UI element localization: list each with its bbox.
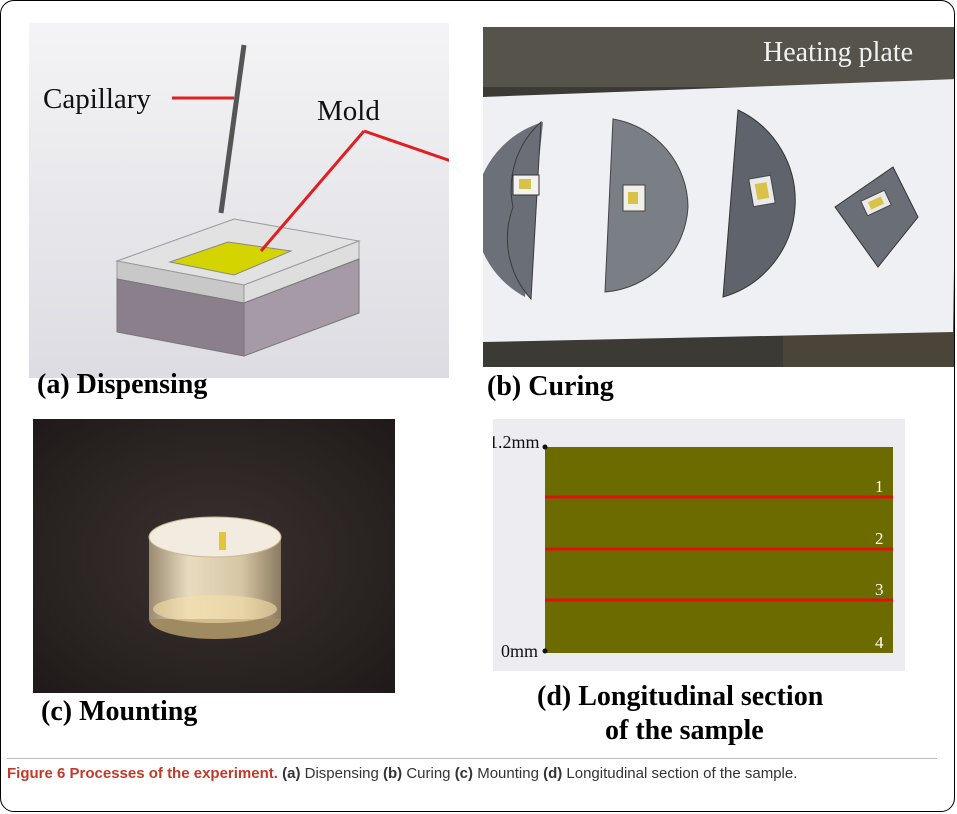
plate-4 — [834, 166, 919, 268]
caption-tag-c: (c) — [454, 765, 474, 782]
paper-sheet — [483, 79, 954, 342]
panel-mounting-photo — [33, 419, 395, 693]
plate-2 — [604, 118, 689, 293]
panel-dispensing: Capillary Mold — [29, 23, 449, 378]
mounting-photo-illustration — [33, 419, 395, 693]
line-label-2: 2 — [875, 529, 884, 548]
caption-text-a: Dispensing — [300, 765, 383, 782]
mold-label: Mold — [317, 95, 380, 127]
panel-b-label: (b) Curing — [487, 371, 614, 402]
panel-d-label-line1: (d) Longitudinal section — [537, 681, 824, 712]
top-height-label: 1.2mm — [493, 432, 540, 452]
embedded-sample — [219, 532, 226, 550]
bottom-marker — [542, 648, 548, 654]
section-diagram — [542, 444, 893, 654]
line-label-4: 4 — [875, 633, 884, 652]
caption-title: Figure 6 Processes of the experiment. — [7, 765, 278, 782]
caption-text-b: Curing — [402, 765, 455, 782]
top-marker — [542, 444, 548, 450]
line-label-3: 3 — [875, 580, 884, 599]
panel-curing-photo: Heating plate — [483, 27, 954, 367]
mount-top-face — [148, 516, 282, 558]
heating-plate-label: Heating plate — [763, 37, 914, 68]
mold-callout-line — [259, 130, 366, 252]
caption-text-c: Mounting — [473, 765, 544, 782]
caption-text-d: Longitudinal section of the sample. — [562, 765, 798, 782]
figure-caption: Figure 6 Processes of the experiment. (a… — [7, 758, 937, 785]
dispensing-illustration — [29, 23, 449, 378]
line-label-1: 1 — [875, 477, 884, 496]
panel-longitudinal-section: 1.2mm 0mm 1 2 3 4 — [493, 419, 905, 671]
capillary-shape — [218, 44, 247, 214]
bottom-height-label: 0mm — [501, 641, 539, 661]
panel-c-label: (c) Mounting — [41, 696, 198, 727]
caption-tag-b: (b) — [383, 765, 403, 782]
panel-d-label-line2: of the sample — [605, 715, 764, 746]
mold-to-photo-line — [363, 129, 449, 162]
caption-tag-a: (a) — [282, 765, 301, 782]
curing-photo-illustration — [483, 27, 954, 367]
caption-tag-d: (d) — [543, 765, 563, 782]
capillary-label: Capillary — [43, 83, 151, 115]
panel-a-label: (a) Dispensing — [37, 369, 208, 400]
